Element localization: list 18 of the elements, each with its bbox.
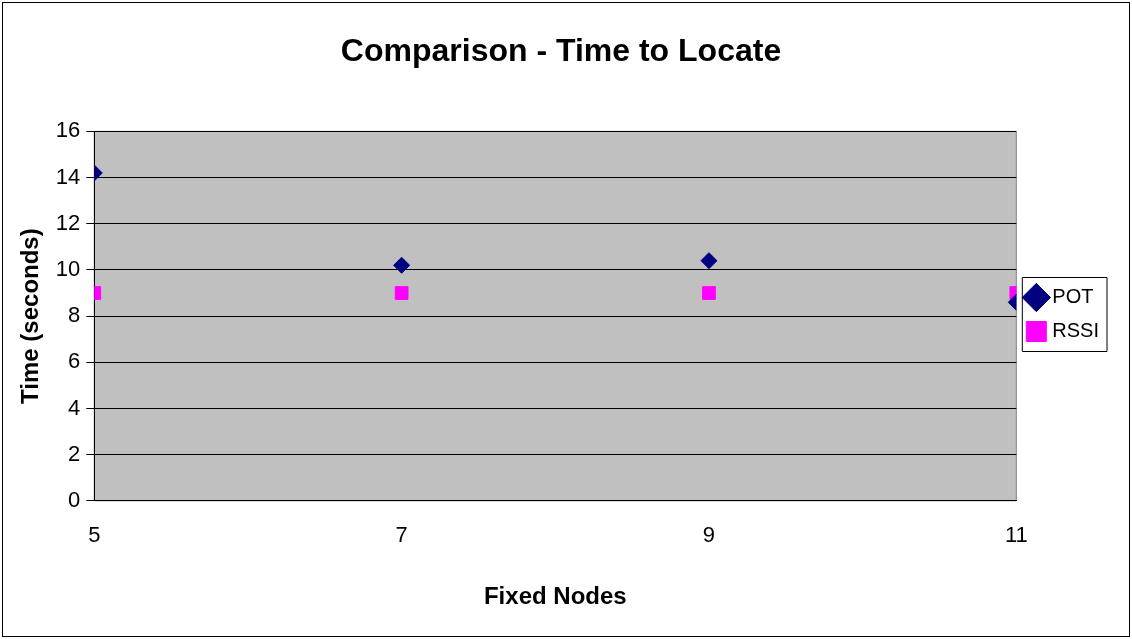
y-tick-label: 8 [68, 302, 81, 328]
y-tick-label: 16 [55, 117, 81, 143]
y-axis-title: Time (seconds) [16, 228, 44, 404]
legend-label: POT [1052, 285, 1094, 308]
y-tick-label: 6 [68, 348, 81, 374]
x-tick-label: 11 [1004, 522, 1028, 548]
y-tick-label: 0 [68, 486, 81, 512]
y-tick-label: 14 [55, 163, 81, 189]
y-tick-label: 12 [55, 209, 81, 235]
legend-label: RSSI [1052, 319, 1100, 342]
y-tick-label: 4 [68, 394, 81, 420]
x-tick-label: 7 [395, 522, 408, 548]
x-tick-label: 5 [88, 522, 101, 548]
y-tick-label: 2 [68, 440, 81, 466]
chart-title: Comparison - Time to Locate [340, 32, 782, 69]
x-tick-label: 9 [702, 522, 716, 548]
y-tick-label: 10 [55, 255, 81, 281]
x-axis-title: Fixed Nodes [483, 582, 627, 610]
